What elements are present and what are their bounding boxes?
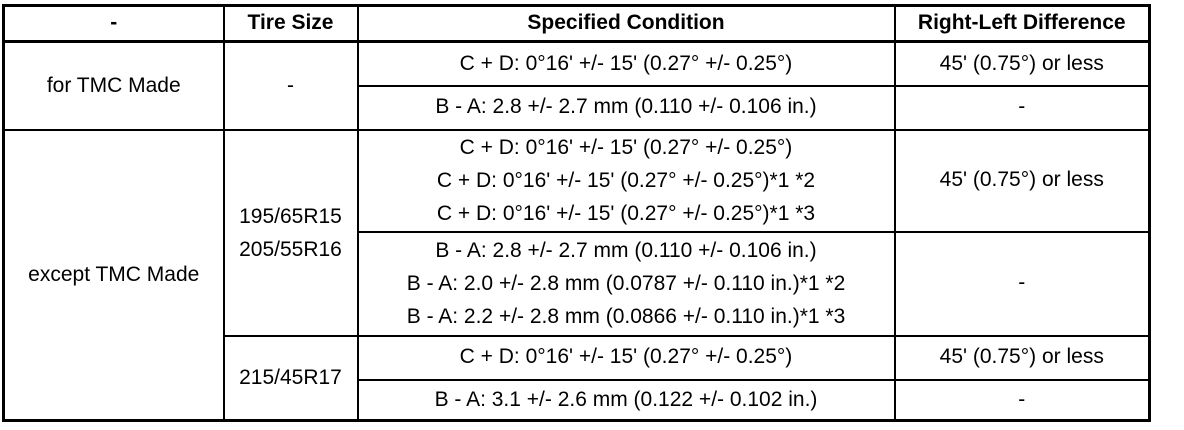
table-row: 215/45R17 C + D: 0°16' +/- 15' (0.27° +/… bbox=[4, 334, 1151, 422]
condition-tmc-cd: C + D: 0°16' +/- 15' (0.27° +/- 0.25°) bbox=[356, 40, 896, 87]
difference-group2-ba: - bbox=[893, 378, 1151, 422]
table-row: B - A: 2.8 +/- 2.7 mm (0.110 +/- 0.106 i… bbox=[4, 84, 1151, 131]
difference-tmc-cd: 45' (0.75°) or less bbox=[893, 40, 1151, 87]
tire-size-tmc: - bbox=[222, 40, 359, 131]
condition-group1-ba: B - A: 2.8 +/- 2.7 mm (0.110 +/- 0.106 i… bbox=[356, 230, 896, 337]
wheel-alignment-spec-table: - Tire Size Specified Condition Right-Le… bbox=[2, 4, 1151, 422]
table-row: B - A: 2.8 +/- 2.7 mm (0.110 +/- 0.106 i… bbox=[4, 230, 1151, 337]
header-specified-condition: Specified Condition bbox=[356, 4, 896, 43]
difference-group1-cd: 45' (0.75°) or less bbox=[893, 128, 1151, 233]
condition-group2-ba: B - A: 3.1 +/- 2.6 mm (0.122 +/- 0.102 i… bbox=[356, 378, 896, 422]
table-row: except TMC Made 195/65R15 205/55R16 C + … bbox=[2, 128, 1151, 422]
table-header-row: - Tire Size Specified Condition Right-Le… bbox=[2, 4, 1151, 43]
row-label-except-tmc-made: except TMC Made bbox=[2, 128, 225, 422]
condition-line: B - A: 2.8 +/- 2.7 mm (0.110 +/- 0.106 i… bbox=[435, 239, 817, 262]
difference-tmc-ba: - bbox=[893, 84, 1151, 131]
condition-group2-cd: C + D: 0°16' +/- 15' (0.27° +/- 0.25°) bbox=[356, 334, 896, 381]
tire-size-line: 205/55R16 bbox=[239, 237, 342, 261]
header-dash: - bbox=[2, 4, 225, 43]
difference-group1-ba: - bbox=[893, 230, 1151, 337]
tire-size-line: 195/65R15 bbox=[239, 204, 342, 228]
condition-line: C + D: 0°16' +/- 15' (0.27° +/- 0.25°)*1… bbox=[436, 202, 816, 225]
condition-line: C + D: 0°16' +/- 15' (0.27° +/- 0.25°)*1… bbox=[436, 169, 816, 192]
condition-group1-cd: C + D: 0°16' +/- 15' (0.27° +/- 0.25°) C… bbox=[356, 128, 896, 233]
row-label-for-tmc-made: for TMC Made bbox=[2, 40, 225, 131]
table-row: for TMC Made - C + D: 0°16' +/- 15' (0.2… bbox=[2, 40, 1151, 131]
difference-group2-cd: 45' (0.75°) or less bbox=[893, 334, 1151, 381]
tire-size-group2: 215/45R17 bbox=[222, 334, 359, 422]
condition-line: B - A: 2.0 +/- 2.8 mm (0.0787 +/- 0.110 … bbox=[406, 272, 846, 295]
header-right-left-difference: Right-Left Difference bbox=[893, 4, 1151, 43]
condition-line: C + D: 0°16' +/- 15' (0.27° +/- 0.25°) bbox=[459, 136, 793, 159]
condition-tmc-ba: B - A: 2.8 +/- 2.7 mm (0.110 +/- 0.106 i… bbox=[356, 84, 896, 131]
tire-size-group1: 195/65R15 205/55R16 bbox=[222, 128, 359, 337]
header-tire-size: Tire Size bbox=[222, 4, 359, 43]
condition-line: B - A: 2.2 +/- 2.8 mm (0.0866 +/- 0.110 … bbox=[406, 305, 846, 328]
table-row: B - A: 3.1 +/- 2.6 mm (0.122 +/- 0.102 i… bbox=[4, 378, 1151, 422]
